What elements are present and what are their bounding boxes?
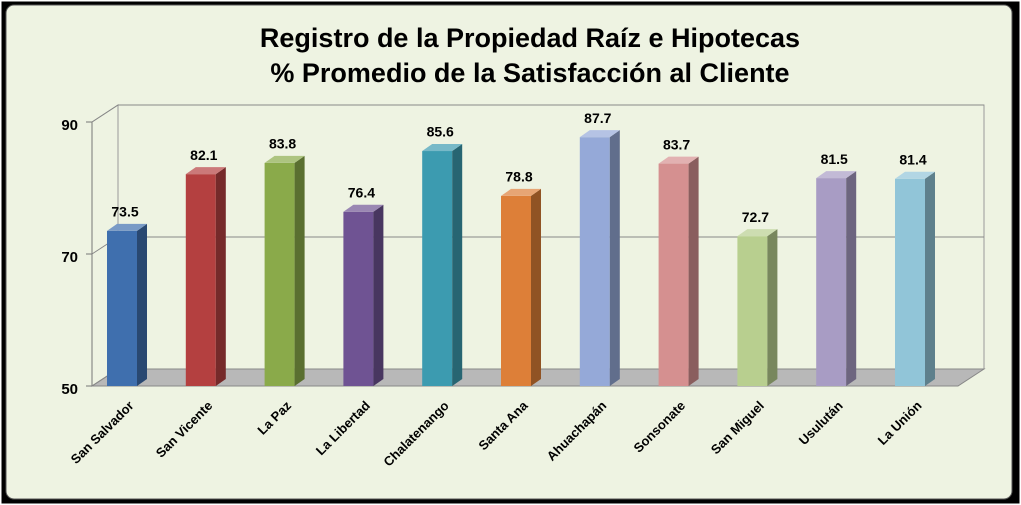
- grid-line: [91, 104, 984, 123]
- bar-front: [343, 211, 374, 386]
- bar-side: [137, 223, 147, 386]
- bar: [343, 204, 384, 386]
- chart-title: Registro de la Propiedad Raíz e Hipoteca…: [260, 23, 800, 53]
- bar: [422, 144, 463, 386]
- bar-side: [452, 144, 463, 386]
- chart-title: % Promedio de la Satisfacción al Cliente: [270, 58, 789, 88]
- bar-side: [846, 171, 857, 386]
- bar-top: [107, 223, 147, 231]
- bar-top: [658, 156, 699, 164]
- data-label: 83.8: [269, 136, 296, 152]
- bar-front: [737, 236, 768, 386]
- bar-front: [501, 195, 531, 386]
- bar-top: [422, 144, 463, 152]
- y-tick-label: 50: [61, 381, 78, 398]
- bar-side: [215, 167, 226, 386]
- bar-front: [658, 163, 689, 386]
- bar-top: [264, 155, 305, 163]
- bar-side: [767, 229, 778, 386]
- bar: [816, 171, 857, 386]
- bar: [264, 155, 305, 386]
- data-label: 81.4: [899, 151, 926, 167]
- data-label: 87.7: [584, 110, 611, 126]
- bar-side: [688, 156, 699, 386]
- bar: [185, 167, 226, 386]
- bar-front: [422, 151, 453, 386]
- bar-front: [579, 137, 610, 386]
- data-label: 72.7: [742, 209, 769, 225]
- bar-top: [579, 130, 620, 138]
- bar-front: [185, 174, 216, 386]
- bar-top: [737, 229, 778, 237]
- bar: [658, 156, 699, 386]
- bar: [895, 171, 935, 386]
- y-tick-label: 70: [61, 249, 78, 266]
- data-label: 85.6: [427, 124, 454, 140]
- bar-side: [531, 188, 541, 386]
- bar: [107, 223, 147, 386]
- bar-front: [895, 178, 925, 386]
- data-label: 81.5: [821, 151, 848, 167]
- bar: [737, 229, 778, 386]
- bar-top: [185, 167, 226, 175]
- data-label: 76.4: [348, 184, 375, 200]
- bar-top: [816, 171, 857, 179]
- bar-top: [895, 171, 935, 179]
- bar-top: [343, 204, 384, 212]
- bar-side: [925, 171, 935, 386]
- bar-side: [609, 130, 620, 386]
- y-tick-label: 90: [61, 117, 78, 134]
- bar: [579, 130, 620, 386]
- bar-top: [501, 188, 541, 196]
- bar-front: [107, 230, 137, 386]
- data-label: 73.5: [111, 204, 138, 220]
- bar-side: [294, 155, 305, 386]
- data-label: 83.7: [663, 136, 690, 152]
- bar-front: [264, 162, 295, 386]
- bar-front: [816, 178, 847, 386]
- data-label: 82.1: [190, 147, 217, 163]
- bar-side: [373, 204, 384, 386]
- bar: [501, 188, 541, 386]
- data-label: 78.8: [505, 169, 532, 185]
